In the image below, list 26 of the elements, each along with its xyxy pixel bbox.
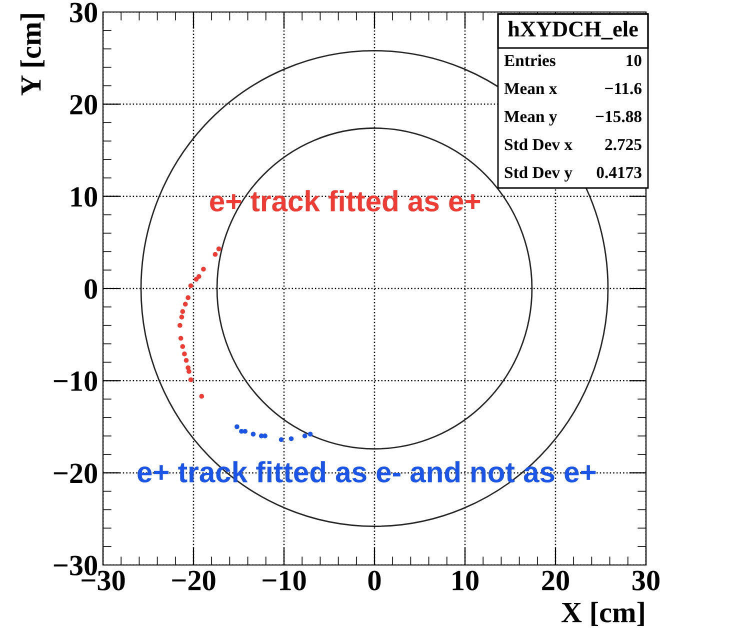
annotation: hXYDCH_ele — [508, 20, 638, 40]
annotation: Mean y — [504, 111, 558, 126]
y-tick-label: 30 — [70, 2, 98, 22]
annotation: 10 — [626, 54, 642, 66]
annotation: −11.6 — [605, 82, 642, 94]
x-tick-label: 10 — [452, 570, 478, 590]
y-tick-label: 20 — [70, 94, 98, 115]
x-tick-label: −20 — [172, 570, 216, 590]
series-label: e+ track fitted as e+ — [210, 190, 480, 212]
y-tick-label: −20 — [54, 464, 98, 484]
annotation: Mean x — [504, 83, 558, 94]
y-axis-title: Y [cm] — [20, 14, 44, 96]
x-tick-label: 0 — [368, 570, 381, 590]
annotation: 0.4173 — [596, 166, 642, 178]
y-tick-label: 0 — [84, 279, 98, 299]
annotation: Std Dev x — [504, 138, 572, 150]
annotation: 2.725 — [605, 138, 642, 150]
x-tick-label: 30 — [632, 570, 660, 590]
y-tick-label: 10 — [71, 187, 98, 207]
annotation: −15.88 — [596, 110, 642, 122]
x-axis-title: X [cm] — [562, 602, 644, 626]
x-tick-label: 20 — [542, 570, 569, 590]
y-tick-label: −10 — [54, 371, 98, 392]
annotation: Entries — [504, 54, 556, 66]
x-tick-label: −10 — [262, 570, 306, 590]
annotation: Std Dev y — [504, 166, 572, 182]
